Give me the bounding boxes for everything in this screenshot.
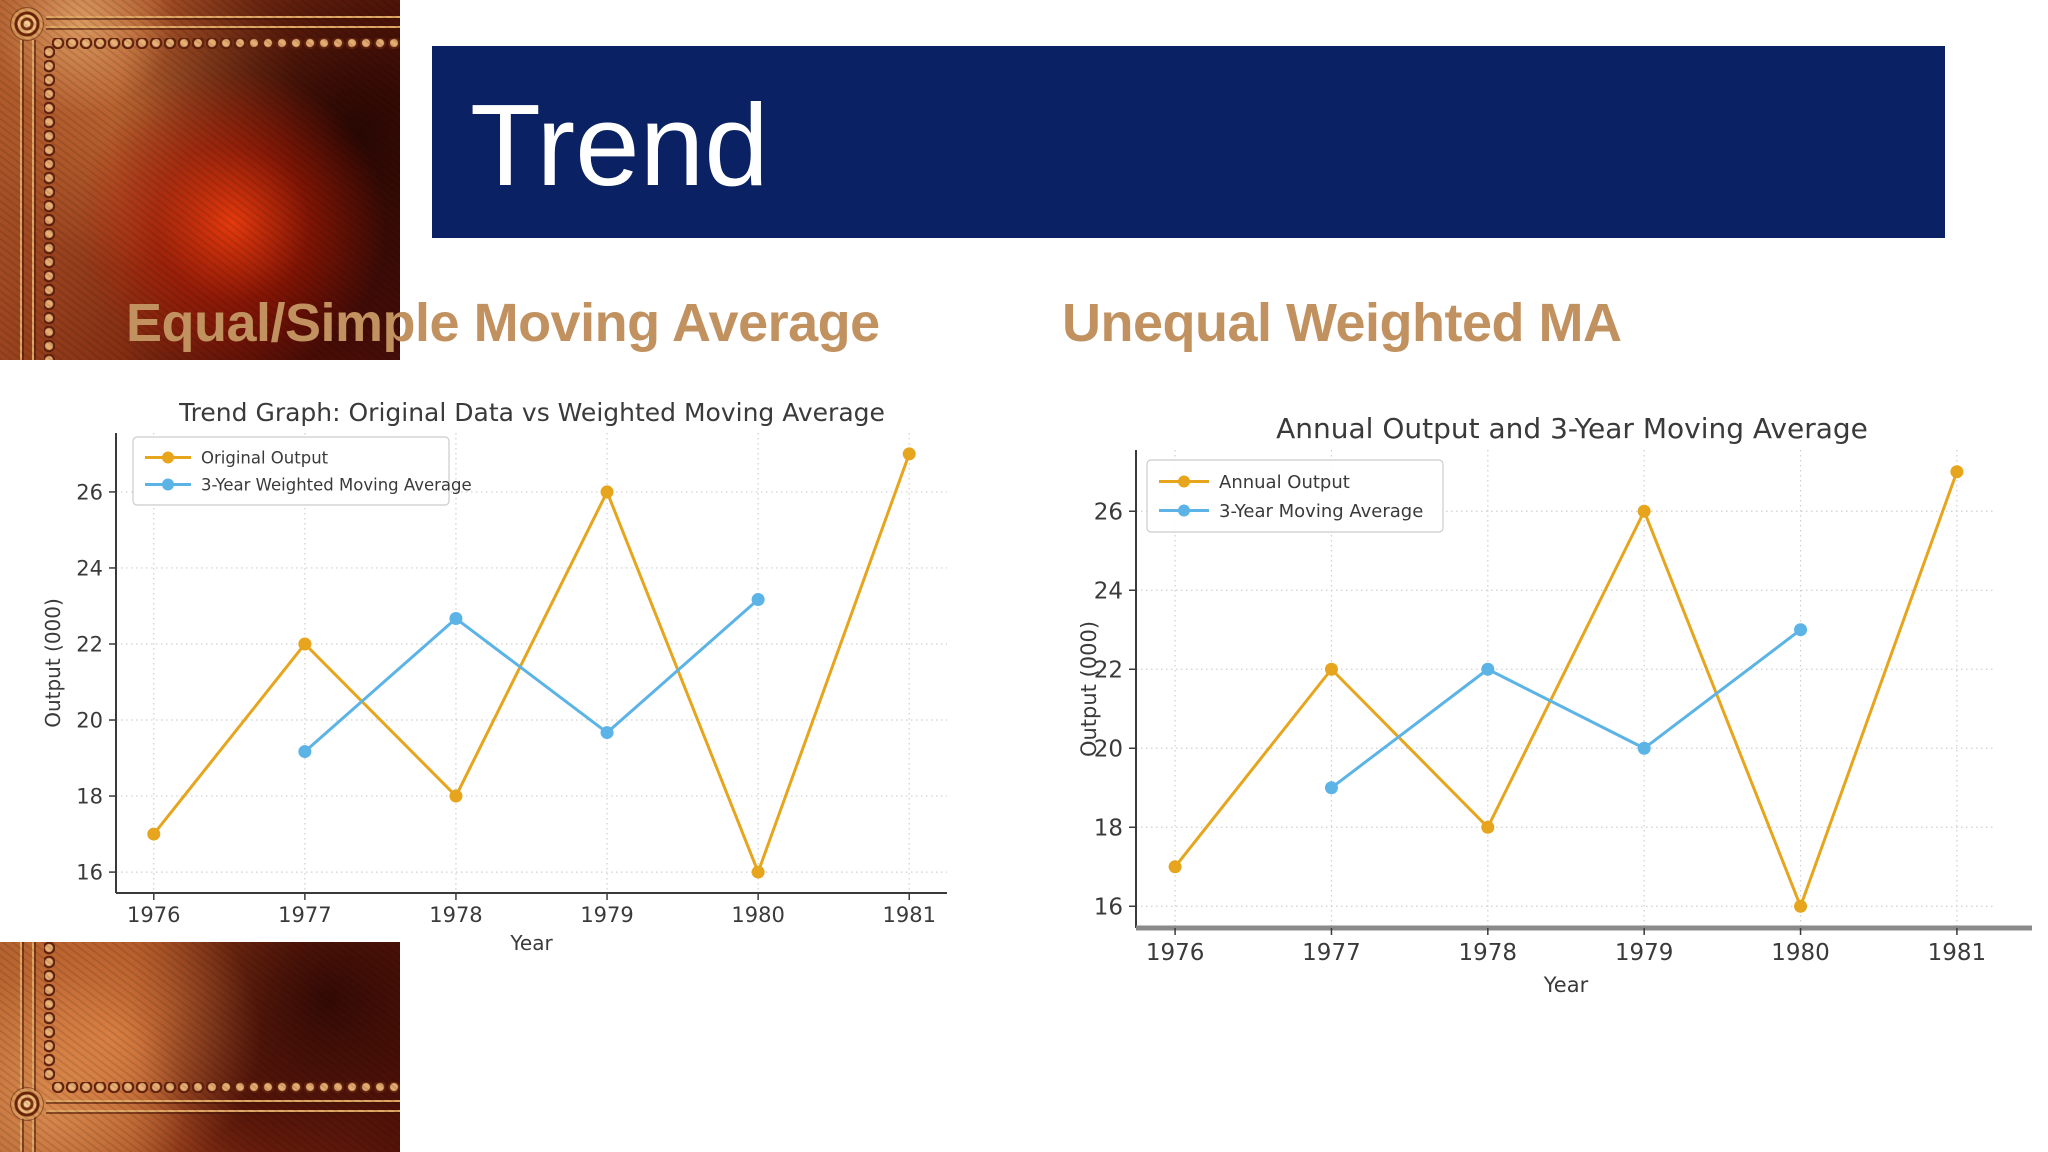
- right-chart-3-year-moving-average: 1976 1977 1978 1979 1980 1981 16 18 20 22 24 26 Year…: [1080, 412, 2032, 997]
- legend: Original Output 3-Year Weighted Moving Av…: [132, 436, 472, 506]
- ornament-line: [20, 942, 22, 1152]
- svg-text:18: 18: [1094, 816, 1123, 842]
- ornament-line: [32, 40, 34, 360]
- ornament-line: [46, 16, 400, 18]
- ornament-line: [46, 1100, 400, 1102]
- series-annual-output: [1168, 465, 1964, 913]
- svg-text:1978: 1978: [429, 903, 482, 927]
- svg-text:1980: 1980: [731, 903, 784, 927]
- bead-border-icon: [44, 942, 55, 1082]
- data-point: [600, 485, 614, 499]
- bead-border-icon: [52, 38, 400, 49]
- y-axis-label: Output (000): [41, 598, 65, 728]
- svg-text:1981: 1981: [1928, 940, 1987, 966]
- legend-label: 3-Year Moving Average: [1219, 501, 1423, 522]
- svg-text:1977: 1977: [1302, 940, 1361, 966]
- data-point: [902, 447, 916, 461]
- svg-text:18: 18: [76, 785, 103, 809]
- legend-label: Annual Output: [1219, 472, 1350, 493]
- data-point: [1324, 662, 1338, 676]
- gridlines: [116, 433, 947, 893]
- svg-text:22: 22: [76, 633, 103, 657]
- data-point: [1324, 781, 1338, 795]
- data-point: [751, 593, 765, 607]
- left-chart-weighted-moving-average: 1976 1977 1978 1979 1980 1981 16 18 20 22 24 26 Year…: [41, 398, 947, 955]
- data-point: [600, 726, 614, 740]
- svg-text:20: 20: [76, 709, 103, 733]
- svg-text:20: 20: [1094, 737, 1123, 763]
- decorative-texture-bottom-left: [0, 942, 400, 1152]
- svg-text:24: 24: [76, 557, 103, 581]
- ornament-line: [32, 942, 34, 1152]
- title-bar: Trend: [432, 46, 1945, 238]
- y-axis-label: Output (000): [1080, 621, 1101, 757]
- svg-text:1979: 1979: [580, 903, 633, 927]
- rosette-icon: [11, 8, 43, 40]
- data-point: [1794, 899, 1808, 913]
- data-point: [1481, 820, 1495, 834]
- data-point: [751, 865, 765, 879]
- series-original-output: [147, 447, 916, 879]
- chart-title: Trend Graph: Original Data vs Weighted M…: [178, 398, 885, 427]
- svg-text:1976: 1976: [127, 903, 180, 927]
- ornament-line: [46, 1110, 400, 1112]
- svg-text:16: 16: [76, 861, 103, 885]
- svg-text:1980: 1980: [1771, 940, 1830, 966]
- data-point: [1950, 465, 1964, 479]
- svg-text:1976: 1976: [1146, 940, 1205, 966]
- x-axis-label: Year: [509, 931, 553, 955]
- data-point: [1168, 860, 1182, 874]
- svg-text:1979: 1979: [1615, 940, 1674, 966]
- rosette-icon: [11, 1088, 43, 1120]
- ornament-line: [20, 40, 22, 360]
- svg-text:22: 22: [1094, 658, 1123, 684]
- legend-label: Original Output: [201, 448, 329, 467]
- svg-text:26: 26: [76, 480, 103, 504]
- svg-text:1981: 1981: [883, 903, 936, 927]
- svg-text:16: 16: [1094, 895, 1123, 921]
- data-point: [147, 827, 161, 841]
- chart-title: Annual Output and 3-Year Moving Average: [1276, 412, 1868, 445]
- data-point: [1637, 741, 1651, 755]
- data-point: [298, 745, 312, 759]
- x-axis-label: Year: [1543, 973, 1589, 997]
- series-3-year-weighted-moving-average: [298, 593, 765, 759]
- series-3-year-moving-average: [1324, 623, 1808, 795]
- decorative-texture-top-left: [0, 0, 400, 360]
- svg-text:1978: 1978: [1459, 940, 1518, 966]
- data-point: [449, 789, 463, 803]
- svg-text:1977: 1977: [278, 903, 331, 927]
- ornament-line: [46, 26, 400, 28]
- tick-labels: 1976 1977 1978 1979 1980 1981 16 18 20 22 24 26: [76, 480, 936, 927]
- tick-labels: 1976 1977 1978 1979 1980 1981 16 18 20 22 24 26: [1094, 500, 1986, 966]
- bead-border-icon: [44, 46, 55, 360]
- data-point: [1481, 662, 1495, 676]
- svg-text:26: 26: [1094, 500, 1123, 526]
- heading-equal-simple-moving-average: Equal/Simple Moving Average: [126, 293, 880, 353]
- svg-text:24: 24: [1094, 579, 1123, 605]
- data-point: [298, 637, 312, 651]
- legend-label: 3-Year Weighted Moving Average: [201, 475, 472, 494]
- data-point: [1637, 504, 1651, 518]
- bead-border-icon: [52, 1082, 400, 1093]
- slide-title: Trend: [470, 80, 769, 210]
- data-point: [1794, 623, 1808, 637]
- data-point: [449, 612, 463, 626]
- heading-unequal-weighted-ma: Unequal Weighted MA: [1062, 293, 1622, 353]
- legend: Annual Output 3-Year Moving Average: [1146, 459, 1444, 533]
